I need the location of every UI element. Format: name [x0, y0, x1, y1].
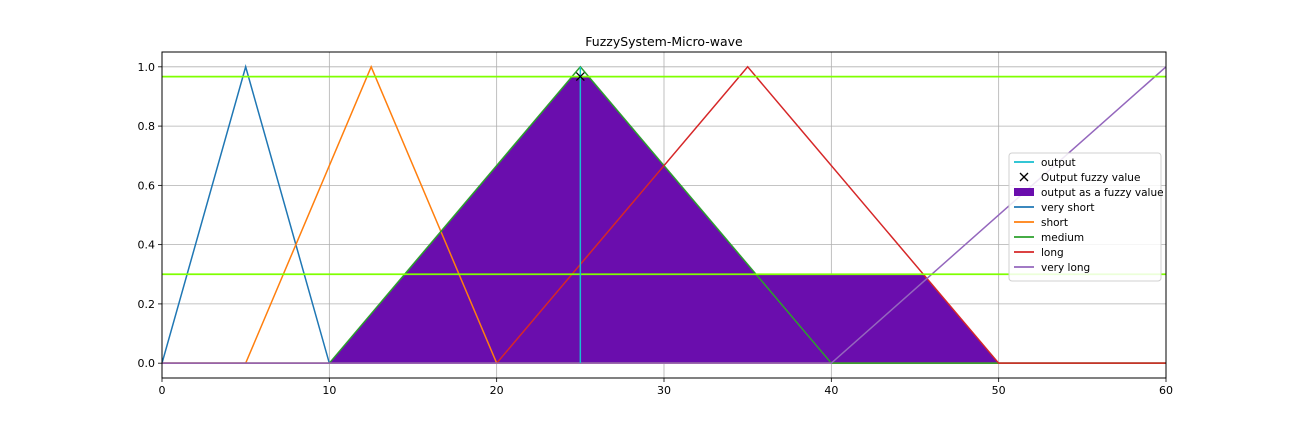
y-tick-label: 0.0 — [138, 357, 156, 370]
legend: output Output fuzzy value output as a fuzz… — [1008, 152, 1164, 282]
x-tick-label: 30 — [657, 384, 671, 397]
legend-label: output — [1041, 157, 1076, 169]
legend-label: short — [1041, 217, 1068, 229]
x-tick-label: 10 — [322, 384, 336, 397]
legend-handle — [1014, 188, 1034, 196]
legend-label: long — [1041, 247, 1064, 259]
y-tick-label: 0.8 — [138, 120, 156, 133]
legend-label: output as a fuzzy value — [1041, 187, 1164, 199]
x-tick-label: 50 — [992, 384, 1006, 397]
axes: 0 10 20 30 40 50 60 0.0 0.2 0.4 0.6 0.8 1.0 — [138, 61, 1174, 397]
x-tick-label: 20 — [490, 384, 504, 397]
y-tick-label: 0.4 — [138, 239, 156, 252]
legend-handle — [1019, 172, 1029, 182]
marker-stroke — [575, 72, 585, 82]
output-layer — [575, 66, 585, 364]
x-tick-label: 40 — [824, 384, 838, 397]
legend-label: medium — [1041, 232, 1084, 244]
legend-label: very short — [1041, 202, 1095, 214]
fuzzy-area-layer — [329, 76, 999, 364]
legend-label: Output fuzzy value — [1041, 172, 1140, 184]
chart-title: FuzzySystem-Micro-wave — [585, 34, 743, 49]
output-fuzzy-area — [329, 76, 999, 364]
y-tick-label: 1.0 — [138, 61, 156, 74]
y-tick-label: 0.2 — [138, 298, 156, 311]
y-tick-label: 0.6 — [138, 179, 156, 192]
output-fuzzy-value-marker — [575, 72, 585, 82]
legend-label: very long — [1041, 262, 1090, 274]
legend-box — [1008, 152, 1162, 282]
x-tick-label: 60 — [1159, 384, 1173, 397]
activation-levels — [162, 75, 1166, 276]
x-tick-label: 0 — [159, 384, 166, 397]
